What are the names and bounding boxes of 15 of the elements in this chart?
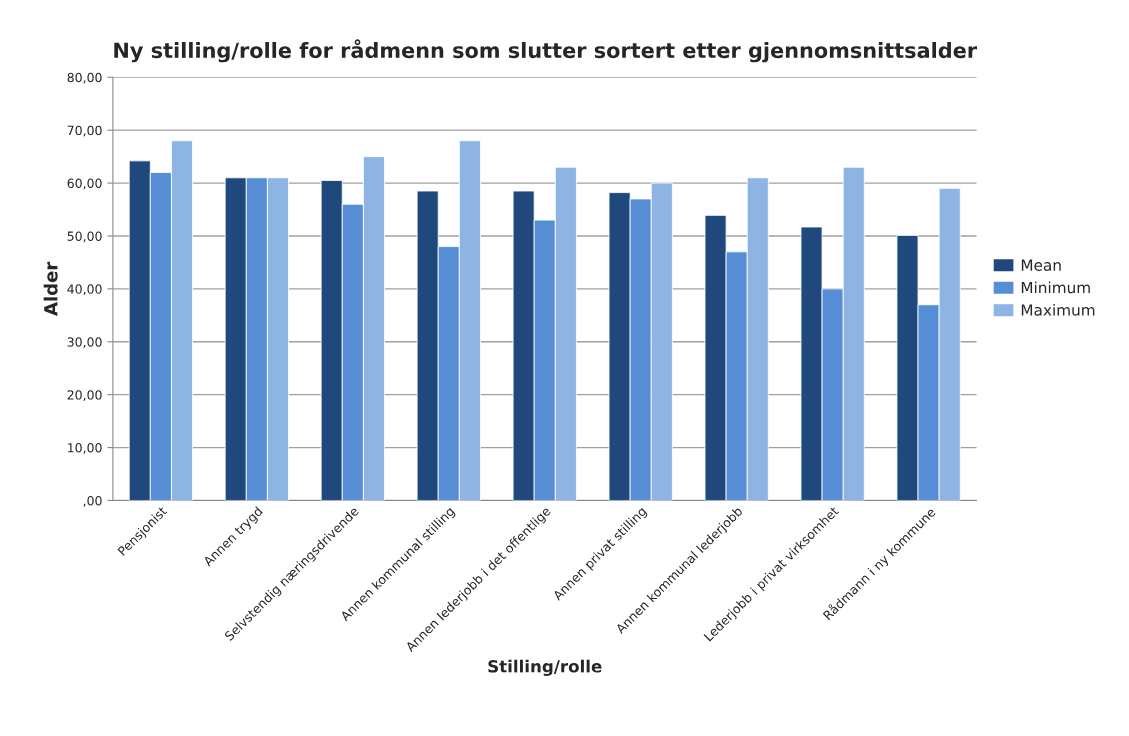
y-tick-label: 60,00: [67, 178, 102, 190]
y-tick-label: 10,00: [68, 443, 102, 454]
x-axis-title: Stilling/rolle: [488, 659, 602, 676]
y-tick-label: ,00: [83, 495, 102, 507]
y-tick-label: 70,00: [67, 125, 102, 137]
y-axis-title: Alder: [43, 261, 58, 316]
legend-label: Minimum: [1021, 281, 1090, 294]
y-tick-label: 30,00: [67, 337, 102, 348]
y-tick-label: 40,00: [67, 284, 102, 296]
y-tick-label: 80,00: [67, 72, 102, 84]
y-tick-label: 20,00: [67, 390, 102, 401]
legend-label: Maximum: [1021, 303, 1095, 316]
legend-label: Mean: [1021, 259, 1061, 271]
chart-title: Ny stilling/rolle for rådmenn som slutter sortert etter gjennomsnittsalder: [114, 39, 978, 63]
y-tick-label: 50,00: [67, 231, 102, 243]
